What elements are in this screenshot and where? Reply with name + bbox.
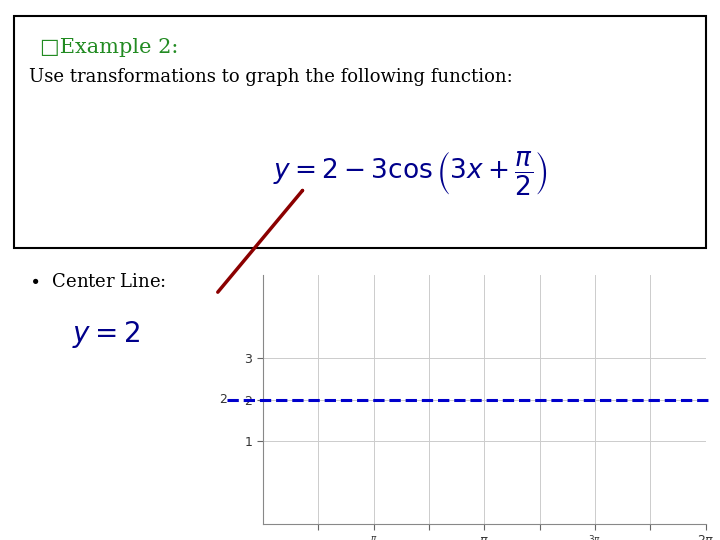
FancyArrowPatch shape xyxy=(217,191,302,292)
Text: $\bullet$  Center Line:: $\bullet$ Center Line: xyxy=(29,273,166,291)
Text: 2: 2 xyxy=(220,393,228,406)
Text: $y = 2$: $y = 2$ xyxy=(72,319,140,350)
Text: $y = 2 - 3\cos\left(3x + \dfrac{\pi}{2}\right)$: $y = 2 - 3\cos\left(3x + \dfrac{\pi}{2}\… xyxy=(273,149,548,197)
Text: □Example 2:: □Example 2: xyxy=(40,38,178,57)
Text: Use transformations to graph the following function:: Use transformations to graph the followi… xyxy=(29,68,513,85)
Bar xyxy=(14,16,706,248)
